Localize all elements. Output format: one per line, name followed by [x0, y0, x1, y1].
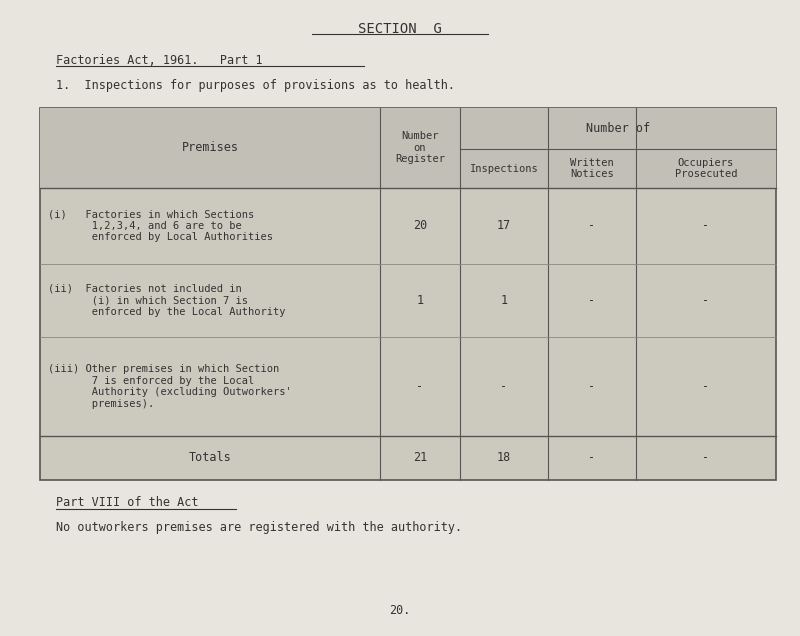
Text: -: - [589, 219, 595, 232]
Text: (ii)  Factories not included in
       (i) in which Section 7 is
       enforced: (ii) Factories not included in (i) in wh… [48, 284, 286, 317]
Text: 20.: 20. [390, 604, 410, 617]
Text: -: - [417, 380, 423, 393]
Text: Inspections: Inspections [470, 163, 538, 174]
Text: Factories Act, 1961.   Part 1: Factories Act, 1961. Part 1 [56, 54, 262, 67]
Text: SECTION  G: SECTION G [358, 22, 442, 36]
Text: 18: 18 [497, 452, 511, 464]
Text: -: - [589, 452, 595, 464]
Text: Written
Notices: Written Notices [570, 158, 614, 179]
Text: 1: 1 [501, 294, 507, 307]
Text: 17: 17 [497, 219, 511, 232]
Text: -: - [501, 380, 507, 393]
Text: -: - [589, 294, 595, 307]
Text: Number of: Number of [586, 122, 650, 135]
Text: (iii) Other premises in which Section
       7 is enforced by the Local
       A: (iii) Other premises in which Section 7 … [48, 364, 292, 409]
Text: (i)   Factories in which Sections
       1,2,3,4, and 6 are to be
       enforce: (i) Factories in which Sections 1,2,3,4,… [48, 209, 273, 242]
Text: 1: 1 [417, 294, 423, 307]
Text: -: - [702, 219, 710, 232]
Text: Premises: Premises [182, 141, 238, 155]
Text: Occupiers
Prosecuted: Occupiers Prosecuted [674, 158, 738, 179]
Text: -: - [589, 380, 595, 393]
Text: Totals: Totals [189, 452, 231, 464]
Text: 20: 20 [413, 219, 427, 232]
Text: Number
on
Register: Number on Register [395, 131, 445, 165]
Text: Part VIII of the Act: Part VIII of the Act [56, 496, 198, 509]
Text: -: - [702, 380, 710, 393]
Text: 21: 21 [413, 452, 427, 464]
Text: 1.  Inspections for purposes of provisions as to health.: 1. Inspections for purposes of provision… [56, 80, 455, 92]
Text: -: - [702, 294, 710, 307]
Text: -: - [702, 452, 710, 464]
Text: No outworkers premises are registered with the authority.: No outworkers premises are registered wi… [56, 522, 462, 534]
